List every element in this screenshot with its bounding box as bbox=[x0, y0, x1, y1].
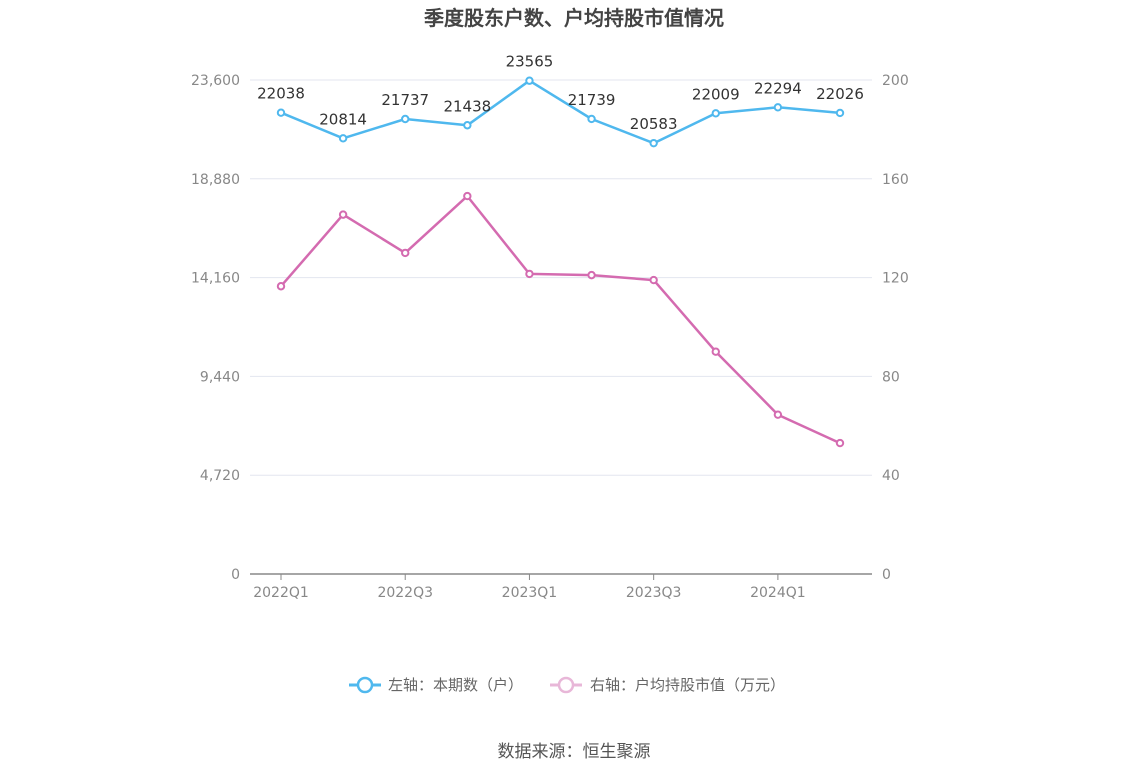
data-label: 21438 bbox=[443, 97, 491, 115]
data-point-right[interactable] bbox=[338, 210, 348, 219]
data-point-left[interactable] bbox=[525, 76, 534, 85]
data-point-right[interactable] bbox=[773, 410, 783, 419]
grid-lines bbox=[250, 79, 872, 476]
x-tick-label: 2023Q1 bbox=[502, 585, 558, 601]
data-label: 21739 bbox=[568, 91, 616, 109]
chart-title: 季度股东户数、户均持股市值情况 bbox=[423, 6, 724, 30]
x-tick-label: 2022Q1 bbox=[253, 585, 309, 601]
data-point-left[interactable] bbox=[711, 109, 720, 118]
data-point-left[interactable] bbox=[276, 108, 286, 117]
data-point-right[interactable] bbox=[587, 270, 596, 280]
data-label: 22038 bbox=[257, 85, 305, 103]
data-point-right[interactable] bbox=[649, 275, 658, 285]
data-point-right[interactable] bbox=[711, 347, 720, 356]
data-point-right[interactable] bbox=[525, 269, 534, 279]
data-point-right[interactable] bbox=[463, 191, 472, 201]
data-label: 22009 bbox=[692, 85, 740, 103]
data-source: 数据来源：恒生聚源 bbox=[498, 742, 651, 762]
legend-marker-left bbox=[356, 676, 374, 694]
right-y-tick-label: 160 bbox=[882, 172, 909, 188]
left-y-tick-label: 0 bbox=[231, 567, 240, 583]
data-point-right[interactable] bbox=[276, 282, 286, 291]
right-y-tick-label: 0 bbox=[882, 567, 891, 583]
right-y-tick-label: 120 bbox=[882, 271, 909, 287]
data-label: 20583 bbox=[630, 115, 678, 133]
legend-item-left[interactable]: 左轴：本期数（户） bbox=[349, 676, 523, 694]
data-label: 21737 bbox=[381, 91, 429, 109]
series-line-left bbox=[280, 79, 841, 145]
data-point-left[interactable] bbox=[773, 103, 783, 112]
legend-item-right[interactable]: 右轴：户均持股市值（万元） bbox=[550, 676, 785, 694]
legend-label-right: 右轴：户均持股市值（万元） bbox=[590, 676, 785, 694]
legend-marker-right bbox=[557, 676, 575, 694]
data-point-left[interactable] bbox=[835, 108, 845, 118]
right-y-tick-label: 80 bbox=[882, 369, 900, 385]
data-point-left[interactable] bbox=[463, 121, 472, 130]
data-label: 20814 bbox=[319, 110, 367, 128]
x-tick-label: 2022Q3 bbox=[377, 585, 433, 601]
series-line-right bbox=[280, 194, 841, 445]
right-y-tick-label: 200 bbox=[882, 73, 909, 89]
legend-label-left: 左轴：本期数（户） bbox=[388, 676, 523, 694]
right-y-tick-label: 40 bbox=[882, 468, 900, 484]
legend: 左轴：本期数（户） 右轴：户均持股市值（万元） bbox=[349, 676, 785, 694]
data-point-left[interactable] bbox=[401, 114, 410, 124]
data-labels: 22038 20814 21737 21438 23565 21739 20583 22009… bbox=[257, 53, 864, 133]
left-y-tick-label: 4,720 bbox=[200, 468, 240, 484]
left-y-tick-label: 14,160 bbox=[191, 271, 240, 287]
data-label: 22294 bbox=[754, 79, 802, 97]
data-point-left[interactable] bbox=[587, 114, 596, 124]
data-point-right[interactable] bbox=[401, 248, 410, 258]
x-tick-label: 2024Q1 bbox=[750, 585, 806, 601]
left-y-tick-label: 23,600 bbox=[191, 73, 240, 89]
data-point-left[interactable] bbox=[649, 138, 658, 148]
axes: 0 4,720 9,440 14,160 18,880 23,600 0 40 80 120 160… bbox=[191, 73, 909, 601]
left-y-tick-label: 9,440 bbox=[200, 369, 240, 385]
data-label: 22026 bbox=[816, 85, 864, 103]
series bbox=[276, 76, 845, 448]
data-label: 23565 bbox=[506, 53, 554, 71]
data-point-left[interactable] bbox=[338, 134, 348, 143]
data-point-right[interactable] bbox=[835, 438, 845, 448]
x-tick-label: 2023Q3 bbox=[626, 585, 682, 601]
left-y-tick-label: 18,880 bbox=[191, 172, 240, 188]
